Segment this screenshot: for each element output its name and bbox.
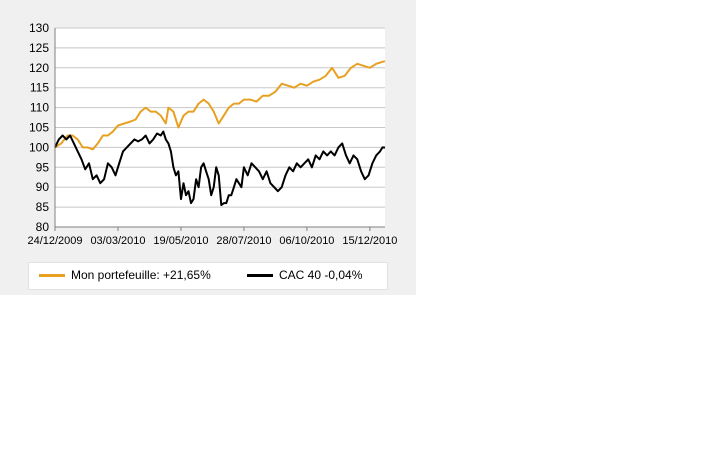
legend-item-index: CAC 40 -0,04% [247, 268, 362, 282]
x-tick-label: 28/07/2010 [216, 235, 271, 247]
y-tick-label: 115 [30, 81, 49, 95]
y-tick-label: 110 [30, 101, 49, 115]
legend-swatch-index [247, 273, 273, 277]
y-tick-label: 105 [29, 121, 49, 135]
y-tick-label: 85 [36, 200, 50, 214]
y-tick-label: 100 [29, 140, 49, 154]
x-tick-label: 03/03/2010 [90, 235, 145, 247]
x-tick-label: 06/10/2010 [279, 235, 334, 247]
x-tick-label: 19/05/2010 [153, 235, 208, 247]
y-tick-label: 125 [29, 41, 49, 55]
y-axis-ticks: 80 85 90 95 100 105 110 115 120 125 130 [29, 21, 49, 234]
x-tick-label: 24/12/2009 [27, 235, 82, 247]
legend-label-portfolio: Mon portefeuille: +21,65% [71, 268, 211, 282]
series-line-portfolio [54, 60, 386, 151]
y-tick-label: 130 [29, 21, 49, 35]
series-lines [54, 60, 386, 207]
line-chart: 80 85 90 95 100 105 110 115 120 125 130 24/12/2009… [27, 21, 397, 247]
chart-legend: Mon portefeuille: +21,65% CAC 40 -0,04% [28, 262, 388, 290]
legend-item-portfolio: Mon portefeuille: +21,65% [39, 268, 211, 282]
series-line-cac40 [54, 130, 386, 207]
y-tick-label: 80 [36, 220, 50, 234]
x-axis-ticks: 24/12/2009 03/03/2010 19/05/2010 28/07/2010… [27, 227, 397, 247]
x-tick-label: 15/12/2010 [342, 235, 397, 247]
legend-swatch-portfolio [39, 273, 65, 277]
chart-panel: 80 85 90 95 100 105 110 115 120 125 130 24/12/2009… [0, 0, 416, 295]
legend-label-index: CAC 40 -0,04% [279, 268, 363, 282]
y-tick-label: 120 [29, 61, 49, 75]
y-tick-label: 95 [36, 160, 50, 174]
y-tick-label: 90 [36, 180, 50, 194]
